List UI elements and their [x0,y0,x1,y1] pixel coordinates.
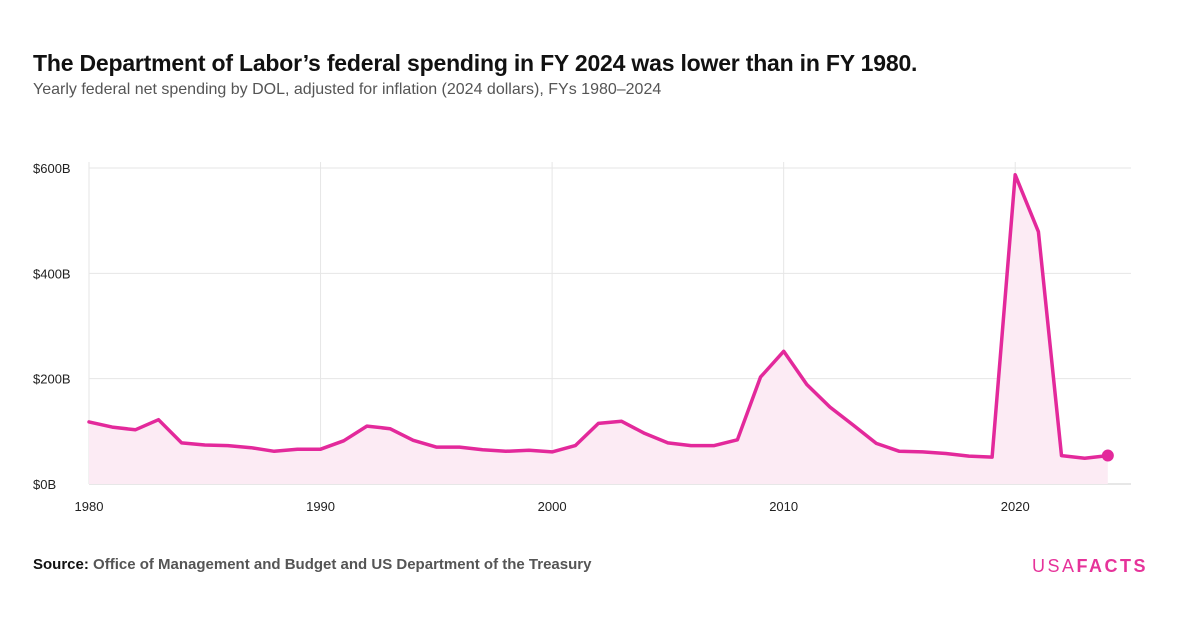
area-fill [89,174,1108,485]
source-note: Source: Office of Management and Budget … [33,556,591,573]
series-line [87,173,1110,460]
y-tick-label: $0B [33,477,56,492]
logo-facts: FACTS [1076,556,1148,576]
source-label: Source: [33,556,89,573]
y-tick-label: $200B [33,372,71,387]
x-tick-label: 1980 [75,499,104,514]
axis-labels: $0B $200B $400B $600B 1980 1990 2000 2010 2020 [33,161,1030,514]
usafacts-logo: USAFACTS [1032,556,1148,577]
data-points [87,173,1110,460]
y-tick-label: $600B [33,161,71,176]
x-tick-label: 2010 [769,499,798,514]
chart-title: The Department of Labor’s federal spendi… [33,50,918,76]
source-text: Office of Management and Budget and US D… [93,556,592,573]
chart-subtitle: Yearly federal net spending by DOL, adju… [33,81,662,98]
x-tick-label: 2020 [1001,499,1030,514]
logo-usa: USA [1031,556,1077,576]
y-tick-label: $400B [33,266,71,281]
x-tick-label: 2000 [538,499,567,514]
end-point-marker [1101,449,1114,462]
x-tick-label: 1990 [306,499,335,514]
